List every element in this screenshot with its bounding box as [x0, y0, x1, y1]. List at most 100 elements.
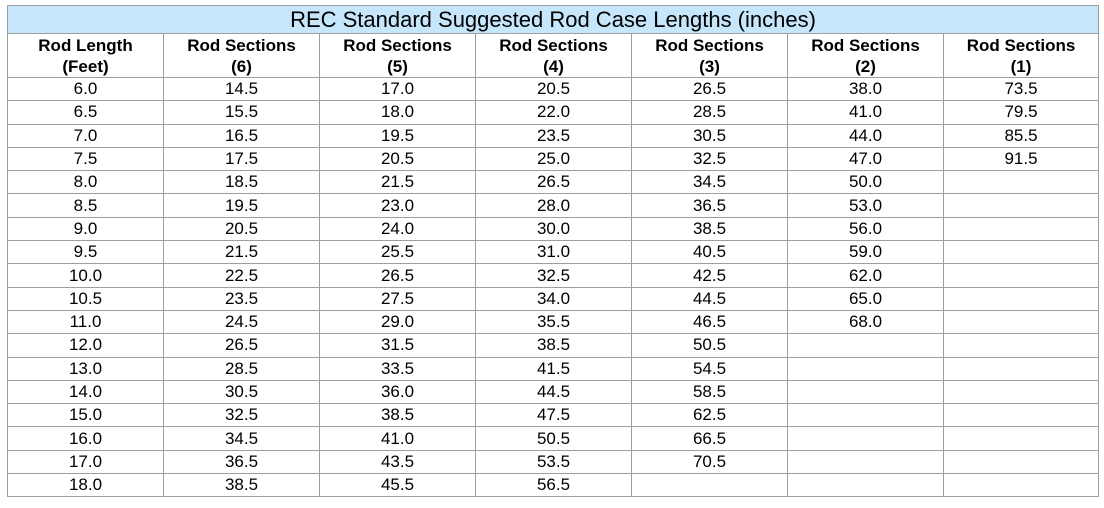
table-cell: 27.5 — [319, 286, 476, 311]
table-cell: 73.5 — [942, 76, 1100, 102]
table-cell: 26.5 — [319, 263, 476, 288]
table-cell: 34.5 — [163, 426, 320, 451]
table-cell — [942, 333, 1100, 358]
table-cell: 6.0 — [7, 76, 164, 102]
table-row: 14.0 30.5 36.0 44.5 58.5 — [7, 379, 1100, 405]
column-header-label: Rod Sections — [811, 35, 920, 55]
table-row: 15.0 32.5 38.5 47.5 62.5 — [7, 403, 1100, 428]
column-header-label: Rod Sections — [187, 35, 296, 55]
table-cell: 17.0 — [319, 76, 476, 102]
table-cell: 85.5 — [942, 123, 1100, 148]
table-cell: 14.0 — [7, 379, 164, 405]
column-header-row: Rod Length (Feet) Rod Sections (6) Rod Secti… — [7, 33, 1100, 78]
table-cell: 41.5 — [475, 356, 632, 381]
table-cell: 23.5 — [475, 123, 632, 148]
table-cell: 38.5 — [475, 333, 632, 358]
table-cell: 41.0 — [787, 100, 944, 125]
table-cell: 18.0 — [7, 473, 164, 498]
column-header-sublabel: (6) — [231, 56, 252, 76]
table-cell: 44.5 — [631, 286, 788, 311]
table-cell: 31.0 — [475, 240, 632, 265]
table-cell: 29.0 — [319, 309, 476, 335]
table-cell: 10.0 — [7, 263, 164, 288]
table-cell — [942, 240, 1100, 265]
table-cell: 34.0 — [475, 286, 632, 311]
table-cell — [942, 403, 1100, 428]
column-header-sublabel: (3) — [699, 56, 720, 76]
table-cell: 56.5 — [475, 473, 632, 498]
table-cell — [942, 379, 1100, 405]
table-cell: 62.0 — [787, 263, 944, 288]
table-head: REC Standard Suggested Rod Case Lengths … — [6, 5, 1100, 78]
column-header-label: Rod Sections — [966, 35, 1076, 55]
table-cell — [787, 379, 944, 405]
table-cell: 18.5 — [163, 170, 320, 195]
table-cell: 36.5 — [163, 449, 320, 475]
table-row: 6.0 14.5 17.0 20.5 26.5 38.0 73.5 — [7, 76, 1100, 102]
column-header-label: Rod Sections — [499, 35, 608, 55]
table-cell — [942, 263, 1100, 288]
table-cell: 19.5 — [163, 193, 320, 218]
column-header-sublabel: (5) — [387, 56, 408, 76]
table-row: 6.5 15.5 18.0 22.0 28.5 41.0 79.5 — [7, 100, 1100, 125]
table-row: 10.0 22.5 26.5 32.5 42.5 62.0 — [7, 263, 1100, 288]
column-header-sublabel: (2) — [855, 56, 876, 76]
table-cell: 56.0 — [787, 216, 944, 242]
table-row: 7.5 17.5 20.5 25.0 32.5 47.0 91.5 — [7, 146, 1100, 172]
table-body: 6.0 14.5 17.0 20.5 26.5 38.0 73.5 6.5 15.5 18.0 22… — [7, 76, 1100, 498]
table-cell: 24.5 — [163, 309, 320, 335]
table-cell: 54.5 — [631, 356, 788, 381]
table-row: 18.0 38.5 45.5 56.5 — [7, 473, 1100, 498]
table-row: 8.5 19.5 23.0 28.0 36.5 53.0 — [7, 193, 1100, 218]
table-cell: 23.5 — [163, 286, 320, 311]
table-cell: 6.5 — [7, 100, 164, 125]
table-cell — [787, 356, 944, 381]
table-cell: 26.5 — [631, 76, 788, 102]
table-row: 10.5 23.5 27.5 34.0 44.5 65.0 — [7, 286, 1100, 311]
table-cell: 7.5 — [7, 146, 164, 172]
table-cell — [942, 356, 1100, 381]
table-cell: 32.5 — [475, 263, 632, 288]
table-cell: 17.5 — [163, 146, 320, 172]
table-cell: 20.5 — [319, 146, 476, 172]
table-cell — [942, 193, 1100, 218]
table-cell: 50.0 — [787, 170, 944, 195]
table-cell: 44.0 — [787, 123, 944, 148]
column-header-sublabel: (1) — [1010, 56, 1032, 76]
table-cell — [631, 473, 788, 498]
table-row: 9.5 21.5 25.5 31.0 40.5 59.0 — [7, 240, 1100, 265]
table-cell: 28.5 — [163, 356, 320, 381]
table-cell: 14.5 — [163, 76, 320, 102]
title-row: REC Standard Suggested Rod Case Lengths … — [6, 5, 1100, 34]
table-cell: 16.5 — [163, 123, 320, 148]
table-cell: 26.5 — [163, 333, 320, 358]
table-cell — [787, 473, 944, 498]
table-cell: 31.5 — [319, 333, 476, 358]
table-cell: 25.5 — [319, 240, 476, 265]
table-cell: 53.0 — [787, 193, 944, 218]
column-header-rod-sections: Rod Sections (1) — [942, 33, 1100, 78]
table-cell: 13.0 — [7, 356, 164, 381]
rod-case-lengths-table: REC Standard Suggested Rod Case Lengths … — [6, 5, 1100, 498]
table-cell: 65.0 — [787, 286, 944, 311]
table-row: 7.0 16.5 19.5 23.5 30.5 44.0 85.5 — [7, 123, 1100, 148]
table-cell: 58.5 — [631, 379, 788, 405]
table-cell: 20.5 — [163, 216, 320, 242]
table-cell: 32.5 — [163, 403, 320, 428]
table-cell: 42.5 — [631, 263, 788, 288]
table-cell: 44.5 — [475, 379, 632, 405]
table-row: 16.0 34.5 41.0 50.5 66.5 — [7, 426, 1100, 451]
table-cell: 68.0 — [787, 309, 944, 335]
table-cell: 59.0 — [787, 240, 944, 265]
column-header-rod-length: Rod Length (Feet) — [7, 33, 164, 78]
table-cell: 70.5 — [631, 449, 788, 475]
table-cell: 15.0 — [7, 403, 164, 428]
column-header-rod-sections: Rod Sections (3) — [631, 33, 788, 78]
table-cell: 45.5 — [319, 473, 476, 498]
table-cell — [942, 170, 1100, 195]
column-header-rod-sections: Rod Sections (6) — [163, 33, 320, 78]
table-cell: 9.5 — [7, 240, 164, 265]
table-cell: 46.5 — [631, 309, 788, 335]
table-cell: 10.5 — [7, 286, 164, 311]
table-cell: 40.5 — [631, 240, 788, 265]
